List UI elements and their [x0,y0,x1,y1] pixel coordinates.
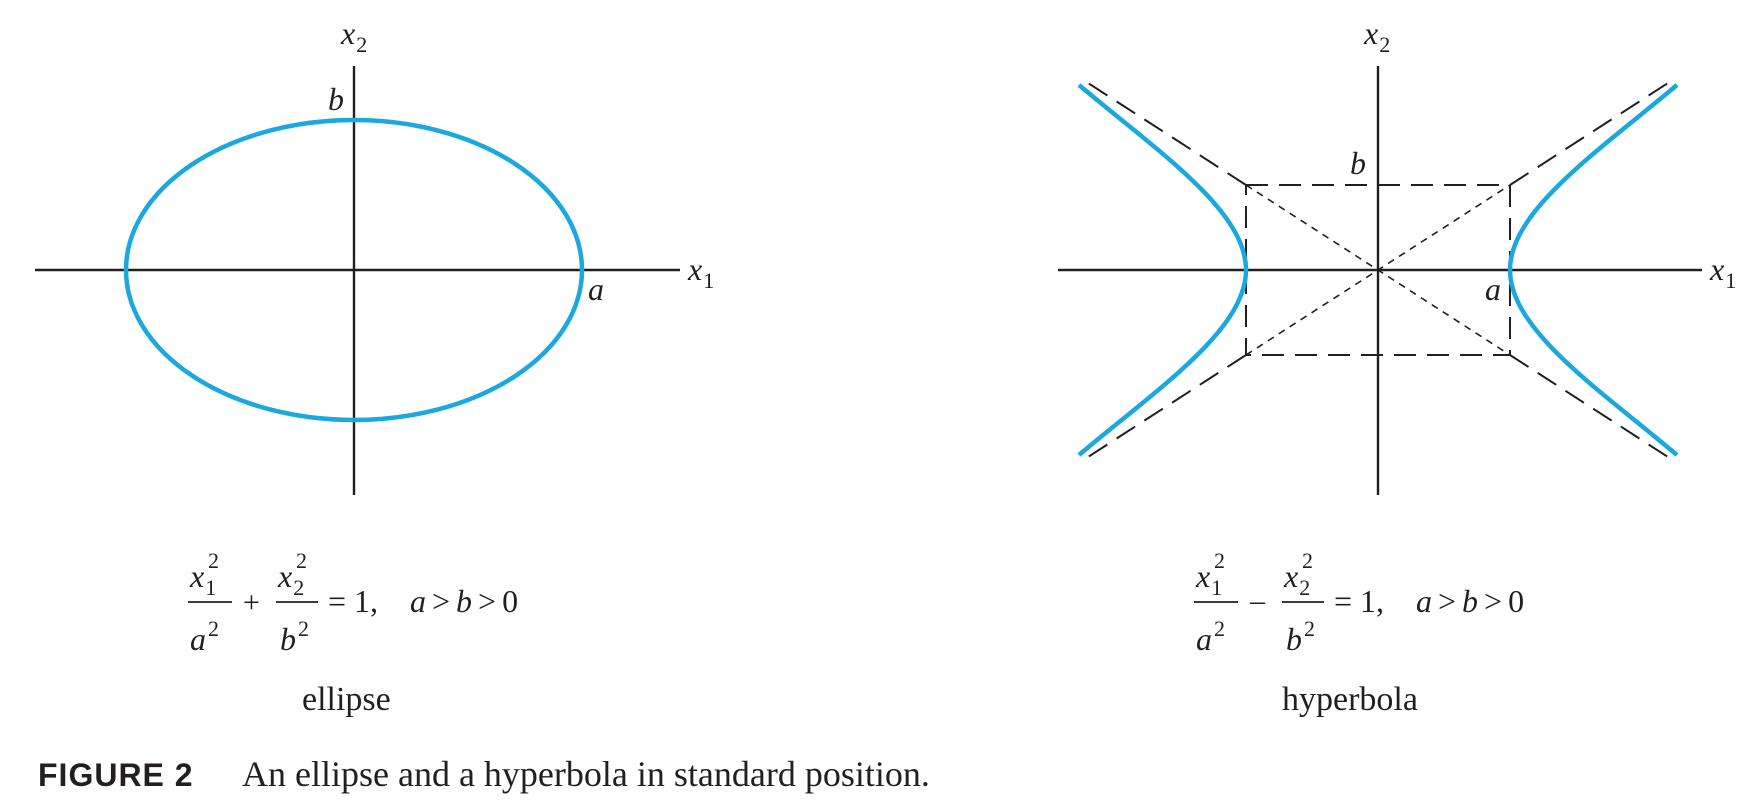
ellipse-equation: x1 2 a2 + x2 2 b2 = 1, a > b >0 [188,548,518,657]
ellipse-x2-label: x2 [340,15,367,57]
hyperbola-eq-den1: a2 [1196,616,1225,657]
ellipse-eq-num1-sup: 2 [208,548,219,573]
hyperbola-b-label: b [1350,145,1366,181]
hyperbola-left-branch [1077,83,1249,457]
hyperbola-eq-num2-sup: 2 [1302,548,1313,573]
hyperbola-a-label: a [1485,271,1501,307]
ellipse-x1-label: x1 [687,251,714,293]
ellipse-eq-num2-sup: 2 [296,548,307,573]
asymptote-inner-diagonal-2 [1245,184,1511,356]
hyperbola-eq-num1: x1 [1195,558,1222,600]
ellipse-name-label: ellipse [302,681,391,718]
ellipse-eq-num2: x2 [277,558,304,600]
ellipse-eq-num1: x1 [189,558,216,600]
asymptote-upper-right [1509,82,1669,186]
hyperbola-eq-condition: a > b >0 [1416,583,1524,619]
ellipse-eq-condition: a > b >0 [410,583,518,619]
hyperbola-right-branch [1507,83,1679,457]
hyperbola-name-label: hyperbola [1282,681,1418,718]
hyperbola-eq-num1-sup: 2 [1214,548,1225,573]
ellipse-eq-den2: b2 [280,616,309,657]
ellipse-eq-operator: + [243,586,260,619]
ellipse-eq-equals: = 1, [328,583,378,619]
ellipse-a-label: a [588,271,604,307]
ellipse-b-label: b [328,81,344,117]
caption-label: FIGURE 2 [38,757,194,793]
ellipse-panel: x2 x1 b a x1 2 a2 + x2 2 b2 = 1, a > b >0 e… [35,15,714,718]
hyperbola-x1-label: x1 [1709,251,1736,293]
asymptote-lower-left [1087,354,1247,458]
ellipse-curve [123,117,585,423]
hyperbola-panel: x2 x1 b a x1 2 a2 – x2 2 b2 = 1, a > b >0 h… [1058,15,1736,718]
hyperbola-x2-label: x2 [1363,15,1390,57]
hyperbola-eq-operator: – [1249,584,1266,617]
asymptote-upper-left [1087,82,1247,186]
hyperbola-eq-equals: = 1, [1334,583,1384,619]
ellipse-eq-den1: a2 [190,616,219,657]
asymptote-lower-right [1509,354,1669,458]
caption-text: An ellipse and a hyperbola in standard p… [242,754,930,794]
figure-caption: FIGURE 2 An ellipse and a hyperbola in s… [38,754,930,794]
hyperbola-eq-den2: b2 [1286,616,1315,657]
hyperbola-equation: x1 2 a2 – x2 2 b2 = 1, a > b >0 [1194,548,1524,657]
hyperbola-eq-num2: x2 [1283,558,1310,600]
